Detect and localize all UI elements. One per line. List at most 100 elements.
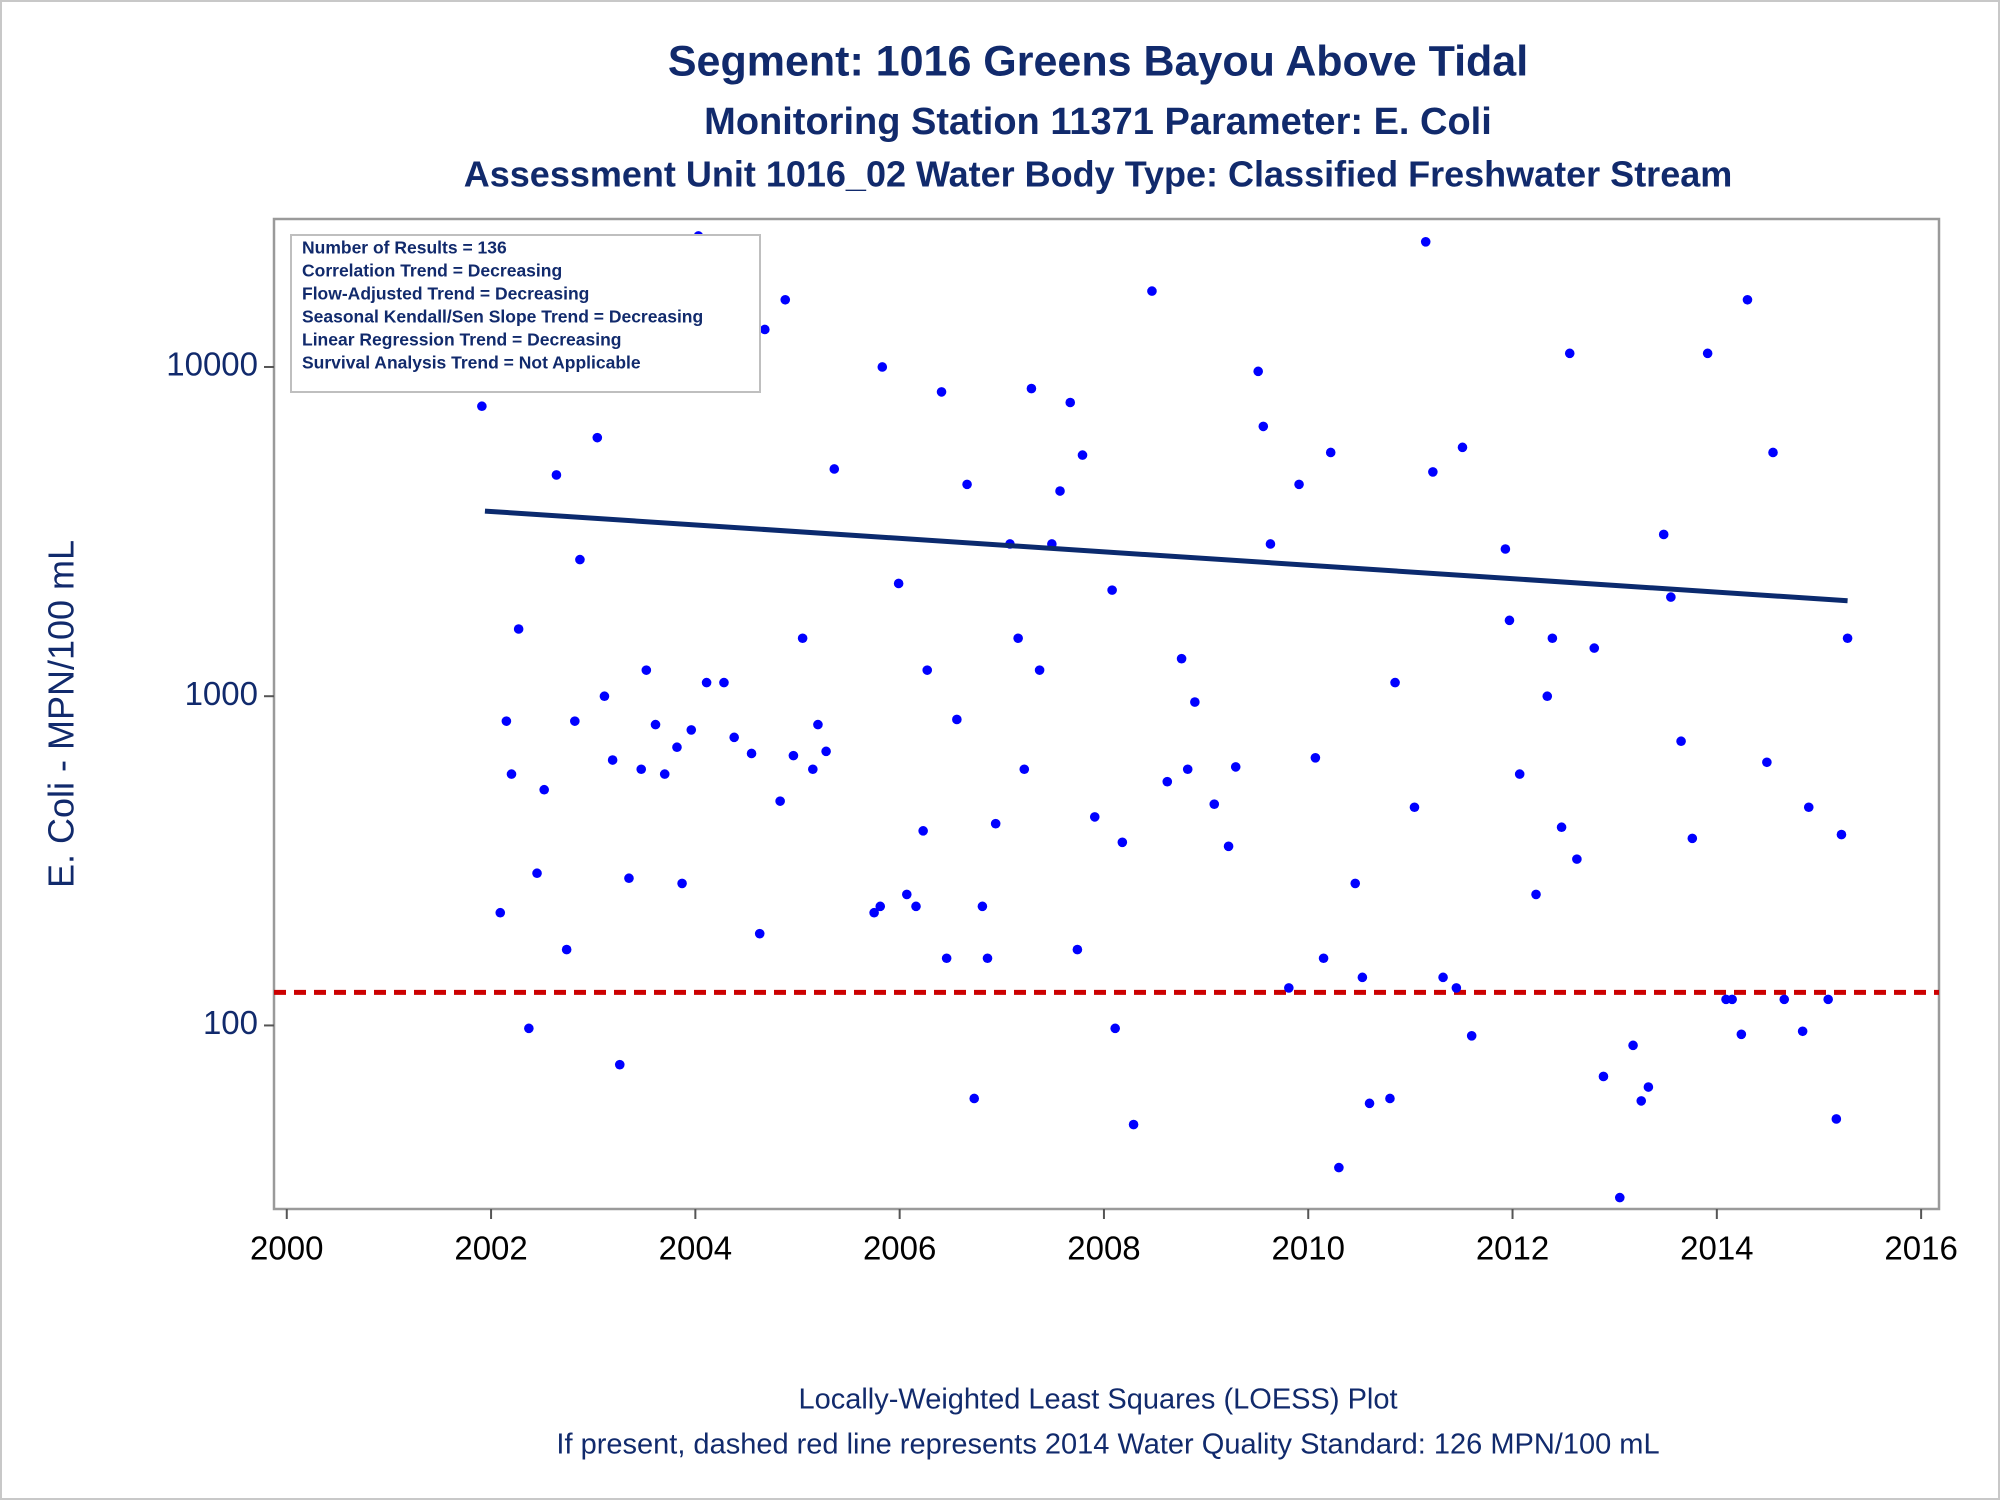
data-point	[551, 470, 562, 480]
data-point	[982, 953, 993, 964]
data-point	[1230, 762, 1241, 772]
stats-text: Correlation Trend = Decreasing	[302, 261, 562, 281]
data-point	[1089, 812, 1100, 822]
data-point	[941, 953, 952, 964]
data-point	[922, 665, 933, 675]
x-tick-label: 2002	[454, 1230, 527, 1267]
data-point	[918, 826, 928, 836]
data-point	[477, 401, 487, 412]
x-tick-label: 2012	[1476, 1230, 1549, 1267]
data-point	[962, 479, 972, 490]
stats-text: Flow-Adjusted Trend = Decreasing	[302, 284, 589, 304]
data-point	[797, 633, 808, 644]
data-point	[1589, 643, 1600, 653]
stats-text: Seasonal Kendall/Sen Slope Trend = Decre…	[302, 307, 703, 327]
data-point	[780, 294, 791, 305]
data-point	[1643, 1082, 1654, 1092]
data-point	[1318, 953, 1329, 964]
data-point	[1504, 615, 1515, 626]
data-point	[1034, 665, 1045, 675]
data-point	[1284, 983, 1294, 993]
data-point	[977, 901, 988, 912]
data-point	[1547, 633, 1558, 644]
chart-subtitle: Monitoring Station 11371 Parameter: E. C…	[704, 101, 1492, 143]
data-point	[1385, 1093, 1395, 1104]
data-point	[650, 719, 661, 730]
data-point	[821, 746, 831, 757]
data-point	[1742, 294, 1753, 305]
footnote: If present, dashed red line represents 2…	[556, 1429, 1659, 1461]
data-point	[990, 818, 1001, 829]
data-point	[775, 796, 785, 806]
data-point	[1500, 544, 1511, 554]
data-point	[875, 901, 886, 912]
data-point	[1564, 348, 1575, 359]
stats-text: Survival Analysis Trend = Not Applicable	[302, 353, 641, 373]
data-point	[672, 742, 682, 753]
data-point	[1531, 889, 1541, 900]
data-point	[754, 928, 765, 939]
data-point	[1736, 1029, 1747, 1040]
data-point	[808, 764, 818, 775]
data-point	[1258, 421, 1269, 432]
data-point	[1390, 677, 1400, 688]
data-point	[575, 554, 585, 565]
data-point	[1334, 1162, 1344, 1173]
x-tick-label: 2000	[250, 1230, 323, 1267]
data-point	[607, 755, 618, 765]
data-point	[952, 714, 962, 725]
data-point	[1762, 757, 1772, 768]
y-tick-label: 1000	[185, 675, 258, 712]
data-point	[1182, 764, 1193, 775]
data-point	[1065, 397, 1076, 408]
data-point	[1357, 972, 1368, 983]
data-point	[1831, 1114, 1842, 1124]
stats-text: Linear Regression Trend = Decreasing	[302, 330, 622, 350]
data-point	[506, 769, 517, 779]
x-tick-label: 2010	[1272, 1230, 1345, 1267]
data-point	[561, 944, 572, 955]
data-point	[1350, 878, 1361, 889]
data-point	[1107, 585, 1117, 595]
data-point	[877, 362, 888, 372]
data-point	[1836, 829, 1847, 840]
data-point	[592, 432, 603, 443]
data-point	[1428, 467, 1438, 477]
data-point	[1542, 691, 1553, 702]
data-point	[1117, 837, 1128, 848]
y-tick-label: 100	[203, 1004, 258, 1041]
stats-box	[290, 234, 761, 393]
data-point	[1253, 366, 1263, 377]
data-point	[1209, 799, 1220, 809]
data-point	[1687, 833, 1698, 844]
x-tick-label: 2004	[659, 1230, 732, 1267]
data-point	[624, 873, 634, 884]
data-point	[1451, 983, 1462, 993]
data-point	[636, 764, 647, 775]
data-point	[1077, 450, 1088, 460]
stats-text: Number of Results = 136	[302, 238, 507, 258]
data-point	[1176, 653, 1187, 664]
data-point	[1128, 1119, 1139, 1130]
data-point	[1019, 764, 1030, 775]
data-point	[501, 716, 512, 726]
trend-line	[484, 508, 1848, 604]
data-point	[1110, 1023, 1120, 1034]
data-point	[1514, 769, 1525, 779]
data-point	[1572, 854, 1582, 864]
data-point	[1768, 447, 1778, 458]
data-point	[686, 725, 697, 735]
data-point	[746, 748, 757, 759]
data-point	[1055, 486, 1065, 496]
data-point	[1466, 1031, 1477, 1041]
data-point	[599, 691, 610, 702]
footnote: Locally-Weighted Least Squares (LOESS) P…	[798, 1384, 1397, 1416]
data-point	[1420, 237, 1431, 247]
data-point	[570, 716, 580, 726]
x-tick-label: 2006	[863, 1230, 936, 1267]
data-point	[1842, 633, 1853, 644]
data-point	[1409, 802, 1420, 813]
data-point	[1658, 529, 1669, 540]
data-point	[911, 901, 921, 912]
data-point	[1013, 633, 1023, 644]
